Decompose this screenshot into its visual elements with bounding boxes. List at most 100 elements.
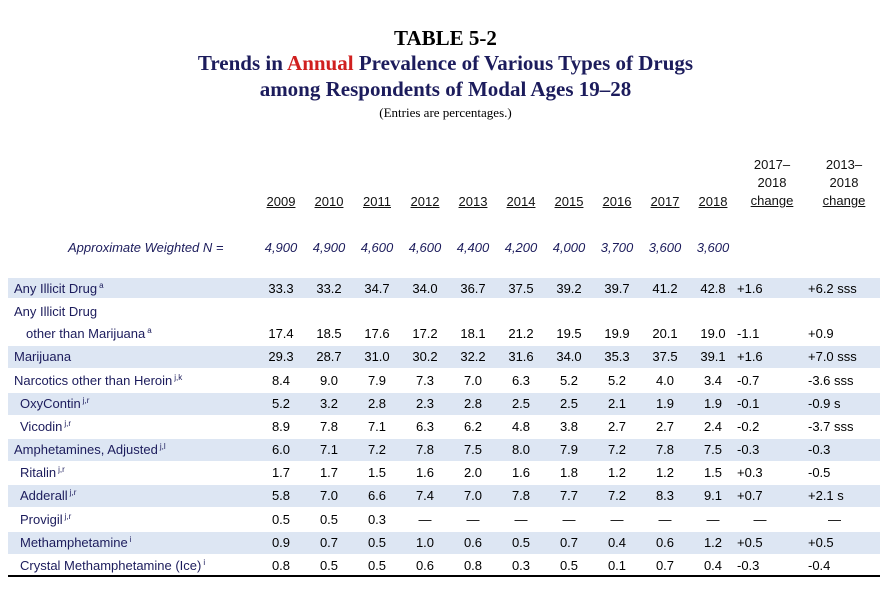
row-label: Ritalin j,r bbox=[20, 465, 65, 480]
data-cell: 0.5 bbox=[511, 535, 531, 550]
data-cell: 0.7 bbox=[559, 535, 579, 550]
data-cell: — bbox=[610, 512, 624, 527]
data-cell: 0.1 bbox=[607, 558, 627, 573]
row-label: Vicodin j,r bbox=[20, 419, 71, 434]
data-cell: 32.2 bbox=[460, 349, 486, 364]
change-2013-2018-cell: +2.1 s bbox=[808, 488, 844, 503]
table-row: Any Illicit Drug a 33.3 33.2 34.7 34.0 36.7 37.… bbox=[8, 278, 880, 298]
year-header: 2011 bbox=[363, 194, 391, 209]
row-label: Adderall j,r bbox=[20, 488, 76, 503]
change-2013-2018-cell: -3.6 sss bbox=[808, 373, 854, 388]
table-title-line-1: Trends in Annual Prevalence of Various T… bbox=[0, 50, 891, 76]
footnote-marker: a bbox=[147, 326, 152, 335]
year-header: 2014 bbox=[506, 194, 536, 209]
footnote-marker: j,r bbox=[82, 396, 90, 405]
data-cell: 1.9 bbox=[703, 396, 723, 411]
data-cell: 7.1 bbox=[367, 419, 387, 434]
table-row: Marijuana 29.3 28.7 31.0 30.2 32.2 31.6 34.0 35.… bbox=[8, 346, 880, 368]
data-cell: 3.8 bbox=[559, 419, 579, 434]
change-header-line: change bbox=[822, 193, 866, 208]
weighted-n-value: 4,900 bbox=[312, 240, 346, 255]
table-row: Methamphetamine i 0.9 0.7 0.5 1.0 0.6 0.5 0.7 0.4… bbox=[8, 532, 880, 554]
change-2017-2018-cell: +1.6 bbox=[737, 349, 763, 364]
weighted-n-value: 4,600 bbox=[360, 240, 394, 255]
weighted-n-value: 3,600 bbox=[648, 240, 682, 255]
data-cell: 35.3 bbox=[604, 349, 630, 364]
data-cell: 0.6 bbox=[463, 535, 483, 550]
change-header-line: change bbox=[750, 193, 794, 208]
data-cell: 0.5 bbox=[271, 512, 291, 527]
footnote-marker: i bbox=[203, 558, 206, 567]
data-cell: 4.0 bbox=[655, 373, 675, 388]
data-cell: 7.0 bbox=[463, 488, 483, 503]
change-header-line: 2018 bbox=[757, 175, 787, 190]
data-cell: 7.8 bbox=[319, 419, 339, 434]
row-label-text: Amphetamines, Adjusted bbox=[14, 442, 158, 457]
row-label: Narcotics other than Heroin j,k bbox=[14, 373, 182, 388]
data-cell: 2.4 bbox=[703, 419, 723, 434]
change-2013-2018-cell: +7.0 sss bbox=[808, 349, 857, 364]
data-cell: — bbox=[562, 512, 576, 527]
data-cell: 17.4 bbox=[268, 326, 294, 341]
data-cell: 7.7 bbox=[559, 488, 579, 503]
data-cell: 8.4 bbox=[271, 373, 291, 388]
row-label: Methamphetamine i bbox=[20, 535, 131, 550]
data-cell: 7.2 bbox=[607, 488, 627, 503]
data-cell: 1.7 bbox=[271, 465, 291, 480]
data-cell: 6.2 bbox=[463, 419, 483, 434]
row-label-text: Crystal Methamphetamine (Ice) bbox=[20, 558, 202, 573]
year-header: 2015 bbox=[554, 194, 584, 209]
data-cell: 39.2 bbox=[556, 281, 582, 296]
change-header-line: 2018 bbox=[829, 175, 859, 190]
change-2017-2018-cell: -0.3 bbox=[737, 442, 760, 457]
footnote-marker: j,k bbox=[174, 373, 183, 382]
data-cell: 0.5 bbox=[319, 558, 339, 573]
change-2017-2018-cell: -1.1 bbox=[737, 326, 760, 341]
table-row: Ritalin j,r 1.7 1.7 1.5 1.6 2.0 1.6 1.8 1.2 1.2 1.5… bbox=[8, 462, 880, 484]
data-cell: 7.1 bbox=[319, 442, 339, 457]
row-label-text: Narcotics other than Heroin bbox=[14, 373, 173, 388]
data-cell: 1.0 bbox=[415, 535, 435, 550]
data-cell: 34.7 bbox=[364, 281, 390, 296]
table-bottom-rule bbox=[8, 575, 880, 577]
data-cell: 39.1 bbox=[700, 349, 726, 364]
data-cell: 34.0 bbox=[556, 349, 582, 364]
weighted-n-value: 3,700 bbox=[600, 240, 634, 255]
data-cell: 0.5 bbox=[319, 512, 339, 527]
data-cell: 3.4 bbox=[703, 373, 723, 388]
data-cell: 33.2 bbox=[316, 281, 342, 296]
row-label: Provigil j,r bbox=[20, 512, 71, 527]
change-2017-2018-cell: -0.7 bbox=[737, 373, 760, 388]
footnote-marker: j,r bbox=[64, 419, 72, 428]
change-2017-2018-cell: — bbox=[753, 512, 767, 527]
data-cell: — bbox=[418, 512, 432, 527]
data-cell: 7.9 bbox=[367, 373, 387, 388]
data-cell: 31.6 bbox=[508, 349, 534, 364]
footnote-marker: j,r bbox=[58, 465, 65, 474]
data-cell: 21.2 bbox=[508, 326, 534, 341]
table-row: Narcotics other than Heroin j,k 8.4 9.0 7.9 7… bbox=[8, 370, 880, 392]
change-header-line: 2013– bbox=[825, 157, 863, 172]
data-cell: 1.7 bbox=[319, 465, 339, 480]
row-label-continued: other than Marijuana a bbox=[26, 326, 152, 341]
data-cell: 18.5 bbox=[316, 326, 342, 341]
data-cell: 7.5 bbox=[463, 442, 483, 457]
table-row: Any Illicit Drug other than Marijuana a 17.… bbox=[8, 302, 880, 346]
title-highlight: Annual bbox=[287, 51, 354, 75]
footnote-marker: j,r bbox=[64, 512, 72, 521]
data-cell: 1.2 bbox=[607, 465, 627, 480]
data-cell: 18.1 bbox=[460, 326, 486, 341]
data-cell: 2.8 bbox=[367, 396, 387, 411]
weighted-n-value: 4,600 bbox=[408, 240, 442, 255]
data-cell: 6.0 bbox=[271, 442, 291, 457]
table-row: Amphetamines, Adjusted j,l 6.0 7.1 7.2 7.8 7.5… bbox=[8, 439, 880, 461]
year-header: 2018 bbox=[698, 194, 728, 209]
data-cell: 6.3 bbox=[415, 419, 435, 434]
data-cell: 7.0 bbox=[319, 488, 339, 503]
data-cell: 1.8 bbox=[559, 465, 579, 480]
table-note: (Entries are percentages.) bbox=[379, 105, 512, 120]
table-row: Vicodin j,r 8.9 7.8 7.1 6.3 6.2 4.8 3.8 2.7 2.7 2.4… bbox=[8, 416, 880, 438]
table-title-line-2: among Respondents of Modal Ages 19–28 bbox=[259, 77, 632, 101]
footnote-marker: j,r bbox=[69, 488, 77, 497]
weighted-n-row: Approximate Weighted N = 4,900 4,900 4,600 4… bbox=[0, 240, 891, 258]
